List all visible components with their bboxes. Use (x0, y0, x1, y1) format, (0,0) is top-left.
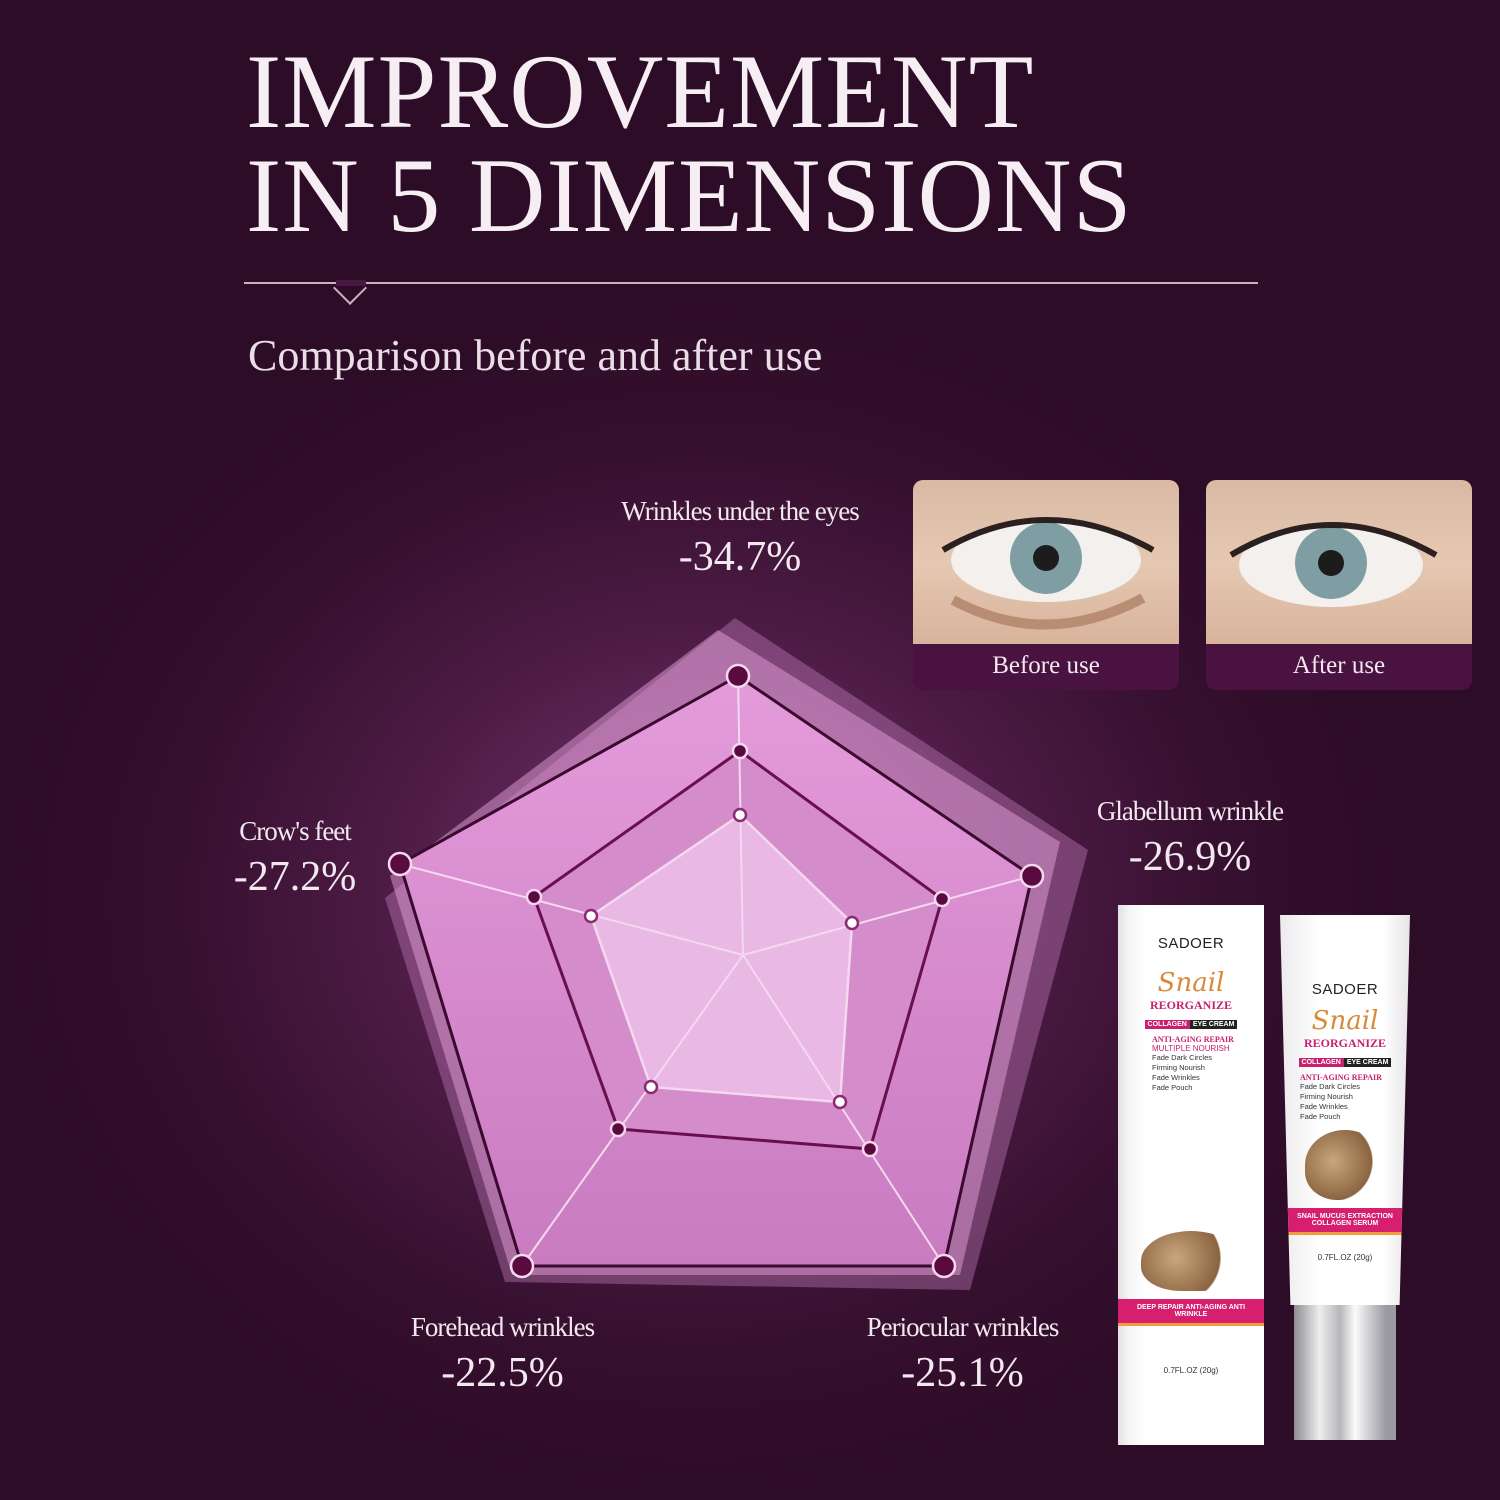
divider-notch-mask (336, 280, 366, 286)
brand-logo: SADOER (1157, 935, 1225, 952)
feature-item: Fade Dark Circles (1300, 1082, 1361, 1091)
dimension-value: -22.5% (441, 1350, 564, 1396)
dimension-value: -26.9% (1128, 834, 1252, 880)
before-photo: Before use (913, 480, 1179, 690)
feature-item: Fade Pouch (1300, 1112, 1341, 1121)
product-tags: COLLAGEN EYE CREAM (1144, 1020, 1238, 1029)
divider (244, 282, 1258, 284)
dimension-name: Periocular wrinkles (866, 1312, 1060, 1342)
feature-item: Fade Pouch (1152, 1083, 1193, 1092)
radar-spoke (521, 954, 744, 1267)
radar-node (525, 888, 543, 906)
after-photo: After use (1206, 480, 1472, 690)
dimension-name: Wrinkles under the eyes (621, 496, 860, 526)
radar-node (832, 1094, 848, 1110)
dimension-label-forehead: Forehead wrinkles -22.5% (375, 1312, 630, 1397)
radar-spoke (742, 954, 945, 1267)
radar-node (931, 1253, 957, 1279)
dimension-value: -27.2% (233, 854, 357, 900)
dimension-value: -25.1% (901, 1350, 1024, 1396)
snail-image (1305, 1130, 1385, 1200)
feature-item: Firming Nourish (1152, 1063, 1205, 1072)
page-title: IMPROVEMENT IN 5 DIMENSIONS (246, 33, 1133, 254)
radar-node (1019, 863, 1045, 889)
claim-1: ANTI-AGING REPAIR (1152, 1035, 1234, 1044)
feature-item: Fade Dark Circles (1152, 1053, 1213, 1062)
radar-node (583, 908, 599, 924)
dimension-value: -34.7% (678, 534, 802, 580)
tube-size: 0.7FL.OZ (20g) (1317, 1253, 1373, 1262)
product-tags: COLLAGEN EYE CREAM (1298, 1058, 1392, 1067)
tube-body: SADOER Snail REORGANIZE COLLAGEN EYE CREA… (1280, 915, 1410, 1305)
product-line: REORGANIZE (1149, 998, 1232, 1012)
tag-eye-cream: EYE CREAM (1343, 1058, 1392, 1067)
radar-node (844, 915, 860, 931)
radar-spoke (399, 863, 744, 956)
radar-node (643, 1079, 659, 1095)
title-line-1: IMPROVEMENT (246, 33, 1035, 150)
radar-node (509, 1253, 535, 1279)
dimension-label-wrinkles-under-eyes: Wrinkles under the eyes -34.7% (560, 496, 920, 581)
radar-node (387, 851, 413, 877)
dimension-label-glabellum: Glabellum wrinkle -26.9% (1060, 796, 1320, 881)
feature-item: Fade Wrinkles (1152, 1073, 1200, 1082)
snail-image (1141, 1231, 1241, 1291)
radar-node (732, 807, 748, 823)
tag-eye-cream: EYE CREAM (1189, 1020, 1238, 1029)
product-name: Snail (1157, 968, 1225, 998)
feature-item: Firming Nourish (1300, 1092, 1353, 1101)
subtitle: Comparison before and after use (248, 331, 823, 380)
box-band: DEEP REPAIR ANTI-AGING ANTI WRINKLE (1118, 1299, 1264, 1326)
brand-logo: SADOER (1311, 981, 1379, 998)
product-line: REORGANIZE (1303, 1036, 1386, 1050)
product-box: SADOER Snail REORGANIZE COLLAGEN EYE CREA… (1118, 905, 1264, 1445)
eye-image-after (1206, 480, 1472, 644)
after-caption: After use (1206, 644, 1472, 690)
dimension-name: Forehead wrinkles (410, 1312, 595, 1342)
dimension-name: Crow's feet (239, 816, 352, 846)
tag-collagen: COLLAGEN (1144, 1020, 1190, 1029)
dimension-label-crows-feet: Crow's feet -27.2% (205, 816, 385, 901)
before-caption: Before use (913, 644, 1179, 690)
radar-inner-ring (589, 813, 854, 1104)
product-tube: SADOER Snail REORGANIZE COLLAGEN EYE CREA… (1280, 915, 1410, 1440)
claim-1: ANTI-AGING REPAIR (1300, 1073, 1382, 1082)
tube-cap (1294, 1305, 1396, 1440)
eye-image-before (913, 480, 1179, 644)
radar-node (609, 1120, 627, 1138)
dimension-label-periocular: Periocular wrinkles -25.1% (830, 1312, 1095, 1397)
radar-node (725, 663, 751, 689)
tube-band: SNAIL MUCUS EXTRACTION COLLAGEN SERUM (1280, 1208, 1410, 1235)
radar-spoke (742, 875, 1033, 956)
product-name: Snail (1311, 1006, 1379, 1036)
radar-node (731, 742, 749, 760)
claim-2: MULTIPLE NOURISH (1152, 1044, 1230, 1053)
dimension-name: Glabellum wrinkle (1096, 796, 1284, 826)
feature-item: Fade Wrinkles (1300, 1102, 1348, 1111)
tag-collagen: COLLAGEN (1298, 1058, 1344, 1067)
radar-node (861, 1140, 879, 1158)
box-size: 0.7FL.OZ (20g) (1163, 1366, 1219, 1375)
title-line-2: IN 5 DIMENSIONS (246, 137, 1133, 254)
radar-node (933, 890, 951, 908)
